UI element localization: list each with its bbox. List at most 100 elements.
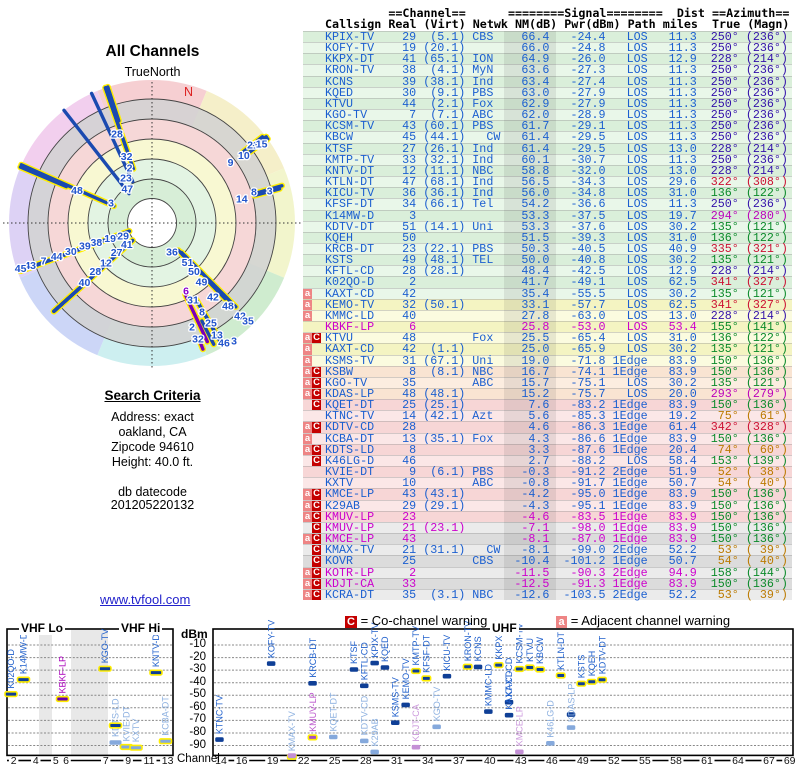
svg-text:41: 41 (121, 239, 133, 251)
svg-text:27: 27 (111, 247, 123, 259)
svg-text:40: 40 (484, 755, 496, 767)
svg-text:39: 39 (79, 241, 91, 253)
svg-text:KTVU: KTVU (525, 638, 535, 662)
svg-text:64: 64 (732, 755, 744, 767)
svg-text:38: 38 (91, 237, 103, 249)
svg-text:21: 21 (247, 140, 259, 152)
svg-text:2: 2 (189, 322, 195, 334)
svg-text:43: 43 (24, 260, 36, 272)
svg-text:25: 25 (329, 755, 341, 767)
svg-text:36: 36 (166, 247, 178, 259)
svg-text:KDTV-CD: KDTV-CD (360, 695, 370, 735)
svg-text:KXTV: KXTV (131, 719, 141, 743)
svg-text:44: 44 (51, 251, 63, 263)
svg-text:69: 69 (784, 755, 796, 767)
svg-text:37: 37 (453, 755, 465, 767)
svg-text:15: 15 (256, 139, 268, 151)
svg-text:11: 11 (144, 755, 155, 767)
svg-text:55: 55 (639, 755, 651, 767)
svg-text:8: 8 (251, 186, 257, 198)
svg-text:31: 31 (187, 295, 199, 307)
svg-text:7: 7 (41, 256, 47, 268)
svg-text:22: 22 (298, 755, 310, 767)
svg-text:32: 32 (121, 151, 133, 163)
svg-text:34: 34 (422, 755, 434, 767)
svg-text:KSTS: KSTS (577, 655, 587, 679)
svg-text:KTLN-DT: KTLN-DT (556, 631, 566, 670)
svg-text:42: 42 (234, 311, 246, 323)
svg-text:K29AB: K29AB (370, 718, 380, 746)
svg-text:9: 9 (228, 157, 234, 169)
svg-text:52: 52 (608, 755, 620, 767)
svg-text:KAXT-CD: KAXT-CD (504, 670, 514, 710)
svg-text:49: 49 (577, 755, 589, 767)
svg-text:28: 28 (111, 129, 123, 141)
svg-text:KBKF-LP: KBKF-LP (58, 656, 68, 694)
svg-text:28: 28 (90, 266, 102, 278)
svg-text:KRON-TV: KRON-TV (463, 621, 473, 662)
svg-text:KDAS-LP: KDAS-LP (566, 684, 576, 723)
svg-text:46: 46 (546, 755, 558, 767)
svg-text:KCSM-TV: KCSM-TV (515, 623, 525, 664)
svg-text:16: 16 (236, 755, 248, 767)
svg-text:KQED: KQED (380, 636, 390, 662)
svg-text:KTNC-TV: KTNC-TV (215, 695, 225, 734)
svg-text:KDTV-DT: KDTV-DT (597, 635, 607, 674)
svg-text:9: 9 (125, 755, 131, 767)
svg-text:50: 50 (188, 266, 200, 278)
svg-text:45: 45 (15, 263, 27, 275)
svg-text:3: 3 (267, 186, 273, 198)
svg-text:KEMO-TV: KEMO-TV (401, 658, 411, 699)
svg-text:KBCW: KBCW (535, 636, 545, 664)
svg-text:2: 2 (11, 755, 17, 767)
svg-text:43: 43 (515, 755, 527, 767)
svg-text:28: 28 (360, 755, 372, 767)
svg-text:KRCB-DT: KRCB-DT (308, 637, 318, 678)
svg-text:KGO-TV: KGO-TV (100, 629, 110, 664)
svg-text:KFTL-CD: KFTL-CD (360, 642, 370, 681)
svg-text:KMAX-TV: KMAX-TV (287, 711, 297, 751)
svg-text:14: 14 (215, 755, 227, 767)
svg-text:42: 42 (207, 292, 219, 304)
svg-text:KFSF-DT: KFSF-DT (422, 634, 432, 672)
svg-text:K02QO-D: K02QO-D (6, 649, 16, 689)
svg-text:2: 2 (127, 163, 133, 175)
svg-text:40: 40 (79, 277, 91, 289)
svg-text:13: 13 (211, 330, 223, 342)
svg-text:19: 19 (267, 755, 279, 767)
svg-text:KDTS-LD: KDTS-LD (111, 698, 121, 737)
svg-text:58: 58 (670, 755, 682, 767)
svg-text:46: 46 (218, 338, 230, 350)
svg-text:KMCE-LP: KMCE-LP (515, 706, 525, 746)
svg-text:14: 14 (236, 193, 248, 205)
svg-text:KNTV-DT: KNTV-DT (151, 628, 161, 667)
svg-text:32: 32 (192, 334, 204, 346)
svg-text:KAXT-CD: KAXT-CD (504, 657, 514, 697)
svg-text:3: 3 (108, 198, 114, 210)
svg-text:48: 48 (222, 301, 234, 313)
svg-text:6: 6 (63, 755, 69, 767)
svg-text:51: 51 (182, 257, 194, 269)
svg-text:67: 67 (763, 755, 775, 767)
svg-text:KSMS-TV: KSMS-TV (391, 677, 401, 717)
svg-text:8: 8 (199, 307, 205, 319)
svg-text:KQET-DT: KQET-DT (328, 692, 338, 732)
svg-text:5: 5 (53, 755, 59, 767)
svg-text:7: 7 (103, 755, 109, 767)
svg-text:KMUV-LP: KMUV-LP (308, 692, 318, 732)
svg-text:10: 10 (238, 150, 250, 162)
svg-text:61: 61 (701, 755, 713, 767)
svg-text:KCNS: KCNS (473, 636, 483, 661)
svg-text:KMTP-TV: KMTP-TV (411, 626, 421, 666)
svg-text:35: 35 (242, 316, 254, 328)
svg-text:49: 49 (196, 277, 208, 289)
svg-text:KPIX-TV: KPIX-TV (370, 623, 380, 658)
svg-text:KGO-TV: KGO-TV (432, 687, 442, 722)
svg-text:KQEH: KQEH (587, 651, 597, 677)
svg-text:47: 47 (121, 184, 133, 196)
svg-text:KDJT-CA: KDJT-CA (411, 704, 421, 742)
svg-text:KKPX-DT: KKPX-DT (494, 620, 504, 660)
svg-text:31: 31 (391, 755, 403, 767)
svg-text:12: 12 (100, 258, 112, 270)
svg-text:13: 13 (162, 755, 174, 767)
